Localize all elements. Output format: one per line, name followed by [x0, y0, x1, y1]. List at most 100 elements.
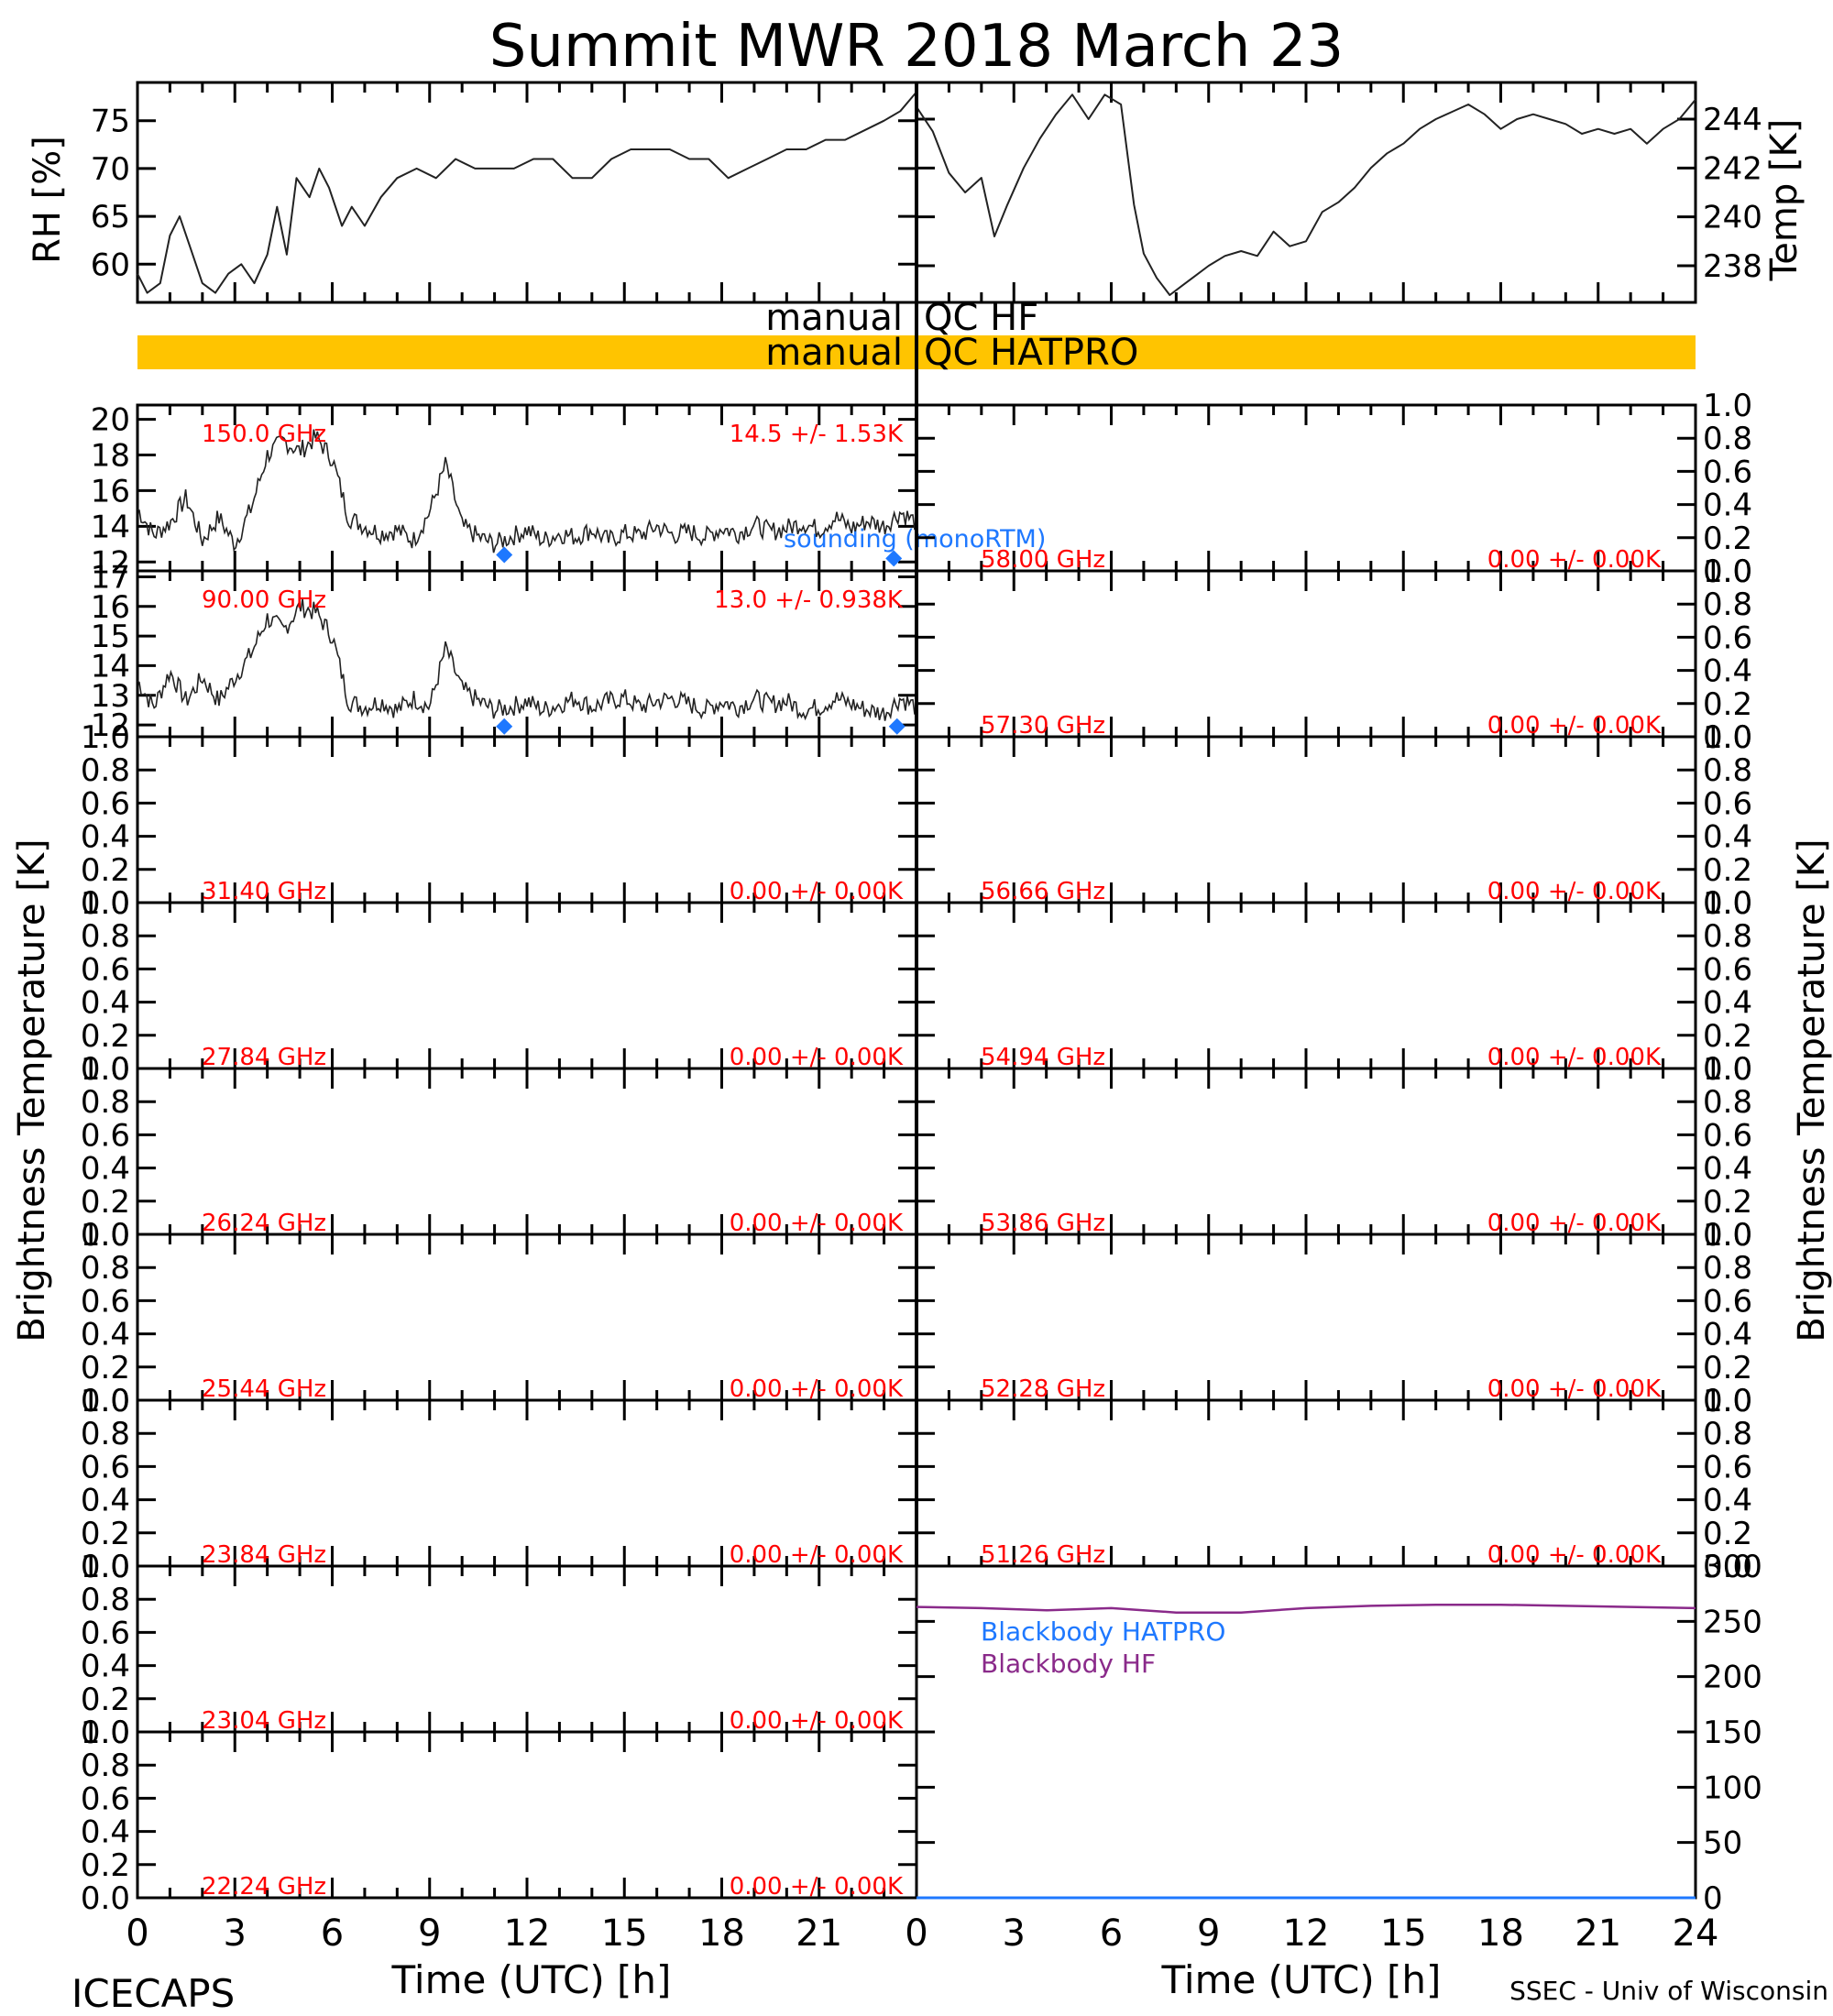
tb-right-3-ytick-label: 1.0 [1703, 885, 1752, 922]
tb-left-6-ytick-label: 0.2 [81, 1516, 130, 1552]
tb-right-0-channel-label: 58.00 GHz [981, 546, 1105, 574]
tb-left-4-ytick-label: 0.6 [81, 1117, 130, 1154]
tb-left-5-ytick-label: 0.0 [81, 1383, 130, 1419]
tb-left-6-ytick-label: 0.6 [81, 1449, 130, 1485]
tb-right-3-channel-label: 54.94 GHz [981, 1044, 1105, 1071]
tb-left-0-ytick-label: 12 [91, 544, 130, 581]
tb-right-1-channel-stat: 0.00 +/- 0.00K [1487, 712, 1662, 740]
tb-right-2-channel-label: 56.66 GHz [981, 878, 1105, 905]
qc-hf-right: QC HF [924, 297, 1038, 339]
tb-left-1-channel-label: 90.00 GHz [202, 586, 326, 614]
rh-ytick-label: 75 [91, 104, 130, 140]
tb-left-ylabel: Brightness Temperature [K] [11, 838, 53, 1342]
tb-left-5-ytick-label: 0.8 [81, 1250, 130, 1287]
temp-trace [916, 93, 1696, 296]
tb-left-8-ytick-label: 1.0 [81, 1715, 130, 1751]
right-xtick-label: 0 [905, 1912, 927, 1955]
tb-right-5-ytick-label: 1.0 [1703, 1217, 1752, 1254]
tb-left-4-ytick-label: 0.2 [81, 1184, 130, 1221]
rh-ytick-label: 60 [91, 247, 130, 283]
bb-hf-legend: Blackbody HF [981, 1649, 1156, 1679]
tb-left-8-ytick-label: 0.4 [81, 1814, 130, 1851]
tb-right-ylabel: Brightness Temperature [K] [1791, 838, 1833, 1342]
tb-right-2-ytick-label: 1.0 [1703, 719, 1752, 756]
rh-trace [137, 91, 917, 294]
tb-right-4-ytick-label: 0.2 [1703, 1184, 1752, 1221]
tb-right-3-ytick-label: 0.4 [1703, 985, 1752, 1022]
tb-left-0-trace [137, 429, 917, 553]
tb-right-4-ytick-label: 0.8 [1703, 1084, 1752, 1121]
tb-left-7-ytick-label: 1.0 [81, 1549, 130, 1585]
tb-right-3-ytick-label: 0.2 [1703, 1018, 1752, 1055]
tb-left-4-ytick-label: 0.0 [81, 1217, 130, 1254]
tb-right-2-ytick-label: 0.8 [1703, 752, 1752, 789]
tb-left-8-ytick-label: 0.2 [81, 1847, 130, 1884]
tb-left-0-channel-stat: 14.5 +/- 1.53K [730, 421, 904, 448]
tb-right-0-ytick-label: 0.4 [1703, 488, 1752, 524]
tb-left-2-ytick-label: 0.6 [81, 785, 130, 822]
figure-title: Summit MWR 2018 March 23 [489, 13, 1345, 81]
right-xtick-label: 15 [1380, 1912, 1427, 1955]
footer-icecaps: ICECAPS [71, 1971, 235, 2016]
tb-left-0-sounding-point [885, 550, 903, 567]
tb-left-5-ytick-label: 1.0 [81, 1217, 130, 1254]
tb-right-1-ytick-label: 0.8 [1703, 586, 1752, 623]
tb-left-7-ytick-label: 0.6 [81, 1615, 130, 1651]
rh-ylabel: RH [%] [27, 136, 69, 264]
tb-right-1-ytick-label: 1.0 [1703, 553, 1752, 590]
tb-left-4-ytick-label: 0.8 [81, 1084, 130, 1121]
tb-right-6-ytick-label: 0.0 [1703, 1549, 1752, 1585]
blackbody-ytick-label: 50 [1703, 1825, 1742, 1862]
tb-left-7-ytick-label: 0.8 [81, 1582, 130, 1618]
rh-frame [136, 81, 918, 304]
tb-left-4-channel-stat: 0.00 +/- 0.00K [730, 1210, 904, 1237]
tb-left-6-ytick-label: 0.0 [81, 1549, 130, 1585]
bb-hatpro-legend: Blackbody HATPRO [981, 1616, 1225, 1647]
tb-left-0-ytick-label: 18 [91, 437, 130, 474]
tb-left-3-ytick-label: 0.6 [81, 951, 130, 988]
tb-left-2-channel-stat: 0.00 +/- 0.00K [730, 878, 904, 905]
tb-right-1-ytick-label: 0.4 [1703, 653, 1752, 690]
tb-left-3-channel-stat: 0.00 +/- 0.00K [730, 1044, 904, 1071]
tb-right-3-ytick-label: 0.6 [1703, 951, 1752, 988]
right-xtick-label: 24 [1673, 1912, 1719, 1955]
temp-ylabel: Temp [K] [1763, 119, 1806, 282]
tb-left-1-ytick-label: 14 [91, 648, 130, 685]
tb-left-8-ytick-label: 0.0 [81, 1880, 130, 1917]
right-xtick-label: 9 [1197, 1912, 1220, 1955]
tb-right-6-ytick-label: 1.0 [1703, 1383, 1752, 1419]
temp-ytick-label: 240 [1703, 200, 1762, 236]
tb-left-2-ytick-label: 0.2 [81, 852, 130, 889]
temp-ytick-label: 242 [1703, 150, 1762, 187]
tb-right-4-ytick-label: 0.4 [1703, 1151, 1752, 1188]
tb-right-6-ytick-label: 0.6 [1703, 1449, 1752, 1485]
tb-right-4-channel-label: 53.86 GHz [981, 1210, 1105, 1237]
tb-right-4-channel-stat: 0.00 +/- 0.00K [1487, 1210, 1662, 1237]
tb-left-1-sounding-point [888, 718, 906, 735]
left-xtick-label: 12 [504, 1912, 551, 1955]
tb-left-6-channel-label: 23.84 GHz [202, 1541, 326, 1569]
tb-right-1-channel-label: 57.30 GHz [981, 712, 1105, 740]
tb-right-0-ytick-label: 0.0 [1703, 553, 1752, 590]
tb-left-5-channel-stat: 0.00 +/- 0.00K [730, 1375, 904, 1403]
right-xtick-label: 6 [1100, 1912, 1123, 1955]
tb-left-1-ytick-label: 13 [91, 678, 130, 715]
tb-left-4-channel-label: 26.24 GHz [202, 1210, 326, 1237]
tb-left-1-ytick-label: 17 [91, 559, 130, 596]
blackbody-ytick-label: 150 [1703, 1715, 1762, 1751]
tb-left-0-ytick-label: 14 [91, 509, 130, 545]
tb-right-5-ytick-label: 0.8 [1703, 1250, 1752, 1287]
tb-left-0-channel-label: 150.0 GHz [202, 421, 326, 448]
tb-left-2-ytick-label: 0.0 [81, 885, 130, 922]
tb-left-6-ytick-label: 0.8 [81, 1416, 130, 1452]
temp-ytick-label: 244 [1703, 102, 1762, 138]
tb-right-1-ytick-label: 0.2 [1703, 686, 1752, 723]
tb-right-6-ytick-label: 0.2 [1703, 1516, 1752, 1552]
tb-right-6-channel-stat: 0.00 +/- 0.00K [1487, 1541, 1662, 1569]
qc-hatpro-right: QC HATPRO [924, 332, 1138, 374]
tb-left-0-sounding-point [496, 546, 513, 564]
tb-left-5-ytick-label: 0.6 [81, 1283, 130, 1320]
blackbody-ytick-label: 0 [1703, 1880, 1723, 1917]
tb-right-6-ytick-label: 0.8 [1703, 1416, 1752, 1452]
